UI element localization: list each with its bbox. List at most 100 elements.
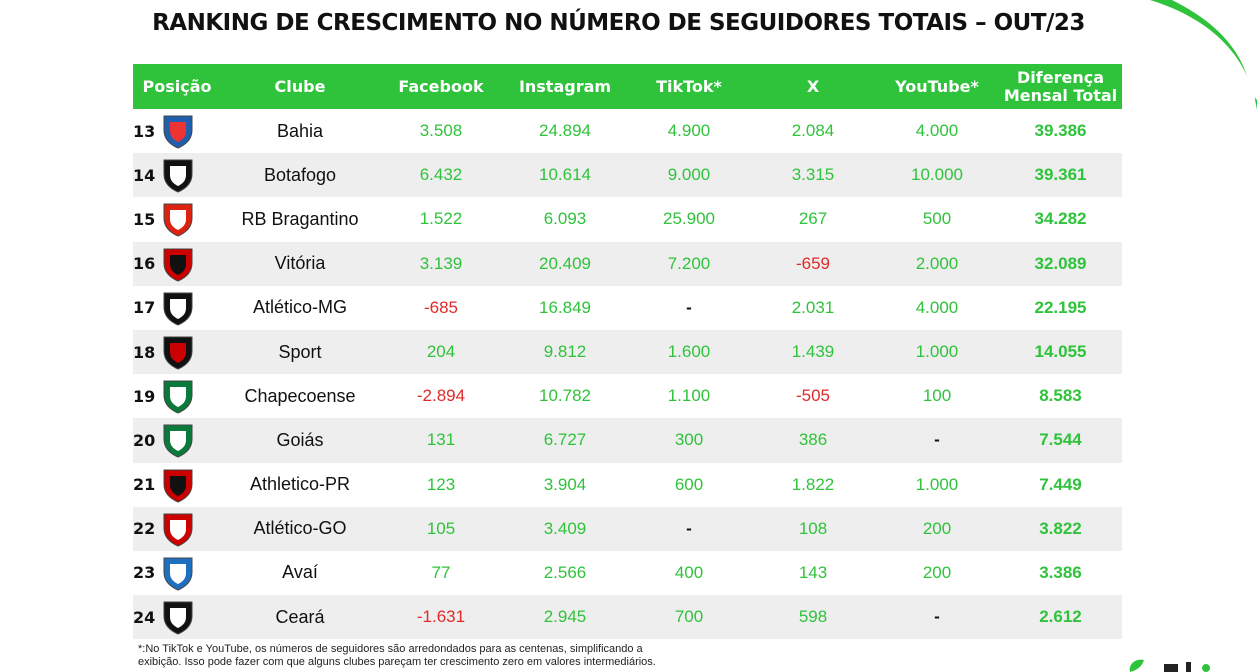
cell-x: 1.439 bbox=[751, 329, 875, 375]
table-row: 17 Atlético-MG -685 16.849 - 2.031 4.000… bbox=[133, 285, 1122, 330]
cell-clube: Sport bbox=[221, 329, 379, 375]
cell-instagram: 10.614 bbox=[503, 153, 627, 198]
cell-facebook: 105 bbox=[379, 506, 503, 551]
cell-total: 7.544 bbox=[999, 418, 1122, 463]
table-row: 21 Athletico-PR 123 3.904 600 1.822 1.00… bbox=[133, 462, 1122, 507]
cell-x: 108 bbox=[751, 506, 875, 551]
header-diferenca: Diferença Mensal Total bbox=[999, 64, 1122, 109]
cell-clube: Atlético-MG bbox=[221, 285, 379, 330]
footnote: *:No TikTok e YouTube, os números de seg… bbox=[138, 643, 738, 669]
cell-instagram: 16.849 bbox=[503, 285, 627, 330]
cell-tiktok: 25.900 bbox=[627, 197, 751, 242]
cell-total: 7.449 bbox=[999, 462, 1122, 507]
cell-instagram: 2.945 bbox=[503, 595, 627, 640]
rb-bragantino-crest-icon bbox=[163, 203, 193, 238]
cell-youtube: - bbox=[875, 418, 999, 463]
cell-clube: Athletico-PR bbox=[221, 462, 379, 507]
cell-clube: Ceará bbox=[221, 595, 379, 640]
cell-total: 39.386 bbox=[999, 109, 1122, 154]
cell-clube: Atlético-GO bbox=[221, 506, 379, 551]
cell-tiktok: 9.000 bbox=[627, 153, 751, 198]
cell-clube: Chapecoense bbox=[221, 374, 379, 419]
cell-facebook: 204 bbox=[379, 329, 503, 375]
table-row: 13 Bahia 3.508 24.894 4.900 2.084 4.000 … bbox=[133, 109, 1122, 154]
cell-tiktok: 600 bbox=[627, 462, 751, 507]
cell-total: 32.089 bbox=[999, 241, 1122, 286]
position-number: 13 bbox=[133, 121, 156, 141]
cell-youtube: - bbox=[875, 595, 999, 640]
cell-x: 143 bbox=[751, 550, 875, 596]
position-number: 21 bbox=[133, 475, 156, 495]
table-row: 18 Sport 204 9.812 1.600 1.439 1.000 14.… bbox=[133, 329, 1122, 375]
cell-tiktok: 300 bbox=[627, 418, 751, 463]
cell-tiktok: 1.100 bbox=[627, 374, 751, 419]
cell-posicao: 20 bbox=[133, 418, 221, 463]
cell-clube: Bahia bbox=[221, 109, 379, 154]
atletico-mg-crest-icon bbox=[163, 292, 193, 326]
cell-facebook: 77 bbox=[379, 550, 503, 596]
position-number: 15 bbox=[133, 209, 156, 229]
cell-youtube: 200 bbox=[875, 506, 999, 551]
cell-total: 22.195 bbox=[999, 285, 1122, 330]
sport-crest-icon bbox=[163, 336, 193, 370]
cell-clube: RB Bragantino bbox=[221, 197, 379, 242]
cell-youtube: 1.000 bbox=[875, 329, 999, 375]
cell-facebook: 3.508 bbox=[379, 109, 503, 154]
cell-posicao: 23 bbox=[133, 550, 221, 596]
cell-total: 8.583 bbox=[999, 374, 1122, 419]
cell-facebook: 6.432 bbox=[379, 153, 503, 198]
cell-youtube: 100 bbox=[875, 374, 999, 419]
position-number: 24 bbox=[133, 607, 156, 627]
cell-total: 2.612 bbox=[999, 595, 1122, 640]
cell-tiktok: 7.200 bbox=[627, 241, 751, 286]
cell-posicao: 22 bbox=[133, 506, 221, 551]
cell-tiktok: 400 bbox=[627, 550, 751, 596]
cell-tiktok: 700 bbox=[627, 595, 751, 640]
header-posicao: Posição bbox=[133, 64, 221, 109]
cell-x: 598 bbox=[751, 595, 875, 640]
bahia-crest-icon bbox=[163, 115, 193, 149]
cell-instagram: 10.782 bbox=[503, 374, 627, 419]
cell-tiktok: - bbox=[627, 506, 751, 551]
cell-youtube: 500 bbox=[875, 197, 999, 242]
cell-x: 1.822 bbox=[751, 462, 875, 507]
cell-youtube: 4.000 bbox=[875, 285, 999, 330]
cell-posicao: 19 bbox=[133, 374, 221, 419]
cell-posicao: 21 bbox=[133, 462, 221, 507]
table-row: 22 Atlético-GO 105 3.409 - 108 200 3.822 bbox=[133, 506, 1122, 551]
cell-instagram: 24.894 bbox=[503, 109, 627, 154]
cell-instagram: 3.904 bbox=[503, 462, 627, 507]
position-number: 17 bbox=[133, 298, 156, 318]
header-tiktok: TikTok* bbox=[627, 64, 751, 109]
goias-crest-icon bbox=[163, 424, 193, 458]
header-x: X bbox=[751, 64, 875, 109]
page-title: RANKING DE CRESCIMENTO NO NÚMERO DE SEGU… bbox=[152, 10, 1085, 36]
position-number: 22 bbox=[133, 519, 156, 539]
chapecoense-crest-icon bbox=[163, 380, 193, 414]
cell-tiktok: 1.600 bbox=[627, 329, 751, 375]
cell-posicao: 14 bbox=[133, 153, 221, 198]
cell-x: 2.084 bbox=[751, 109, 875, 154]
table-row: 16 Vitória 3.139 20.409 7.200 -659 2.000… bbox=[133, 241, 1122, 286]
ceara-crest-icon bbox=[163, 601, 193, 635]
header-instagram: Instagram bbox=[503, 64, 627, 109]
cell-tiktok: - bbox=[627, 285, 751, 330]
cell-posicao: 18 bbox=[133, 329, 221, 375]
vitoria-crest-icon bbox=[163, 248, 193, 282]
header-facebook: Facebook bbox=[379, 64, 503, 109]
cell-total: 39.361 bbox=[999, 153, 1122, 198]
cell-youtube: 10.000 bbox=[875, 153, 999, 198]
cell-clube: Vitória bbox=[221, 241, 379, 286]
cell-facebook: 131 bbox=[379, 418, 503, 463]
footnote-line2: exibição. Isso pode fazer com que alguns… bbox=[138, 656, 656, 668]
table-row: 23 Avaí 77 2.566 400 143 200 3.386 bbox=[133, 550, 1122, 596]
table-header-row: Posição Clube Facebook Instagram TikTok*… bbox=[133, 64, 1122, 109]
cell-x: 3.315 bbox=[751, 153, 875, 198]
header-youtube: YouTube* bbox=[875, 64, 999, 109]
cell-x: -659 bbox=[751, 241, 875, 286]
brand-logo-icon bbox=[1129, 659, 1210, 672]
cell-facebook: 1.522 bbox=[379, 197, 503, 242]
cell-instagram: 20.409 bbox=[503, 241, 627, 286]
cell-instagram: 6.093 bbox=[503, 197, 627, 242]
athletico-pr-crest-icon bbox=[163, 469, 193, 503]
